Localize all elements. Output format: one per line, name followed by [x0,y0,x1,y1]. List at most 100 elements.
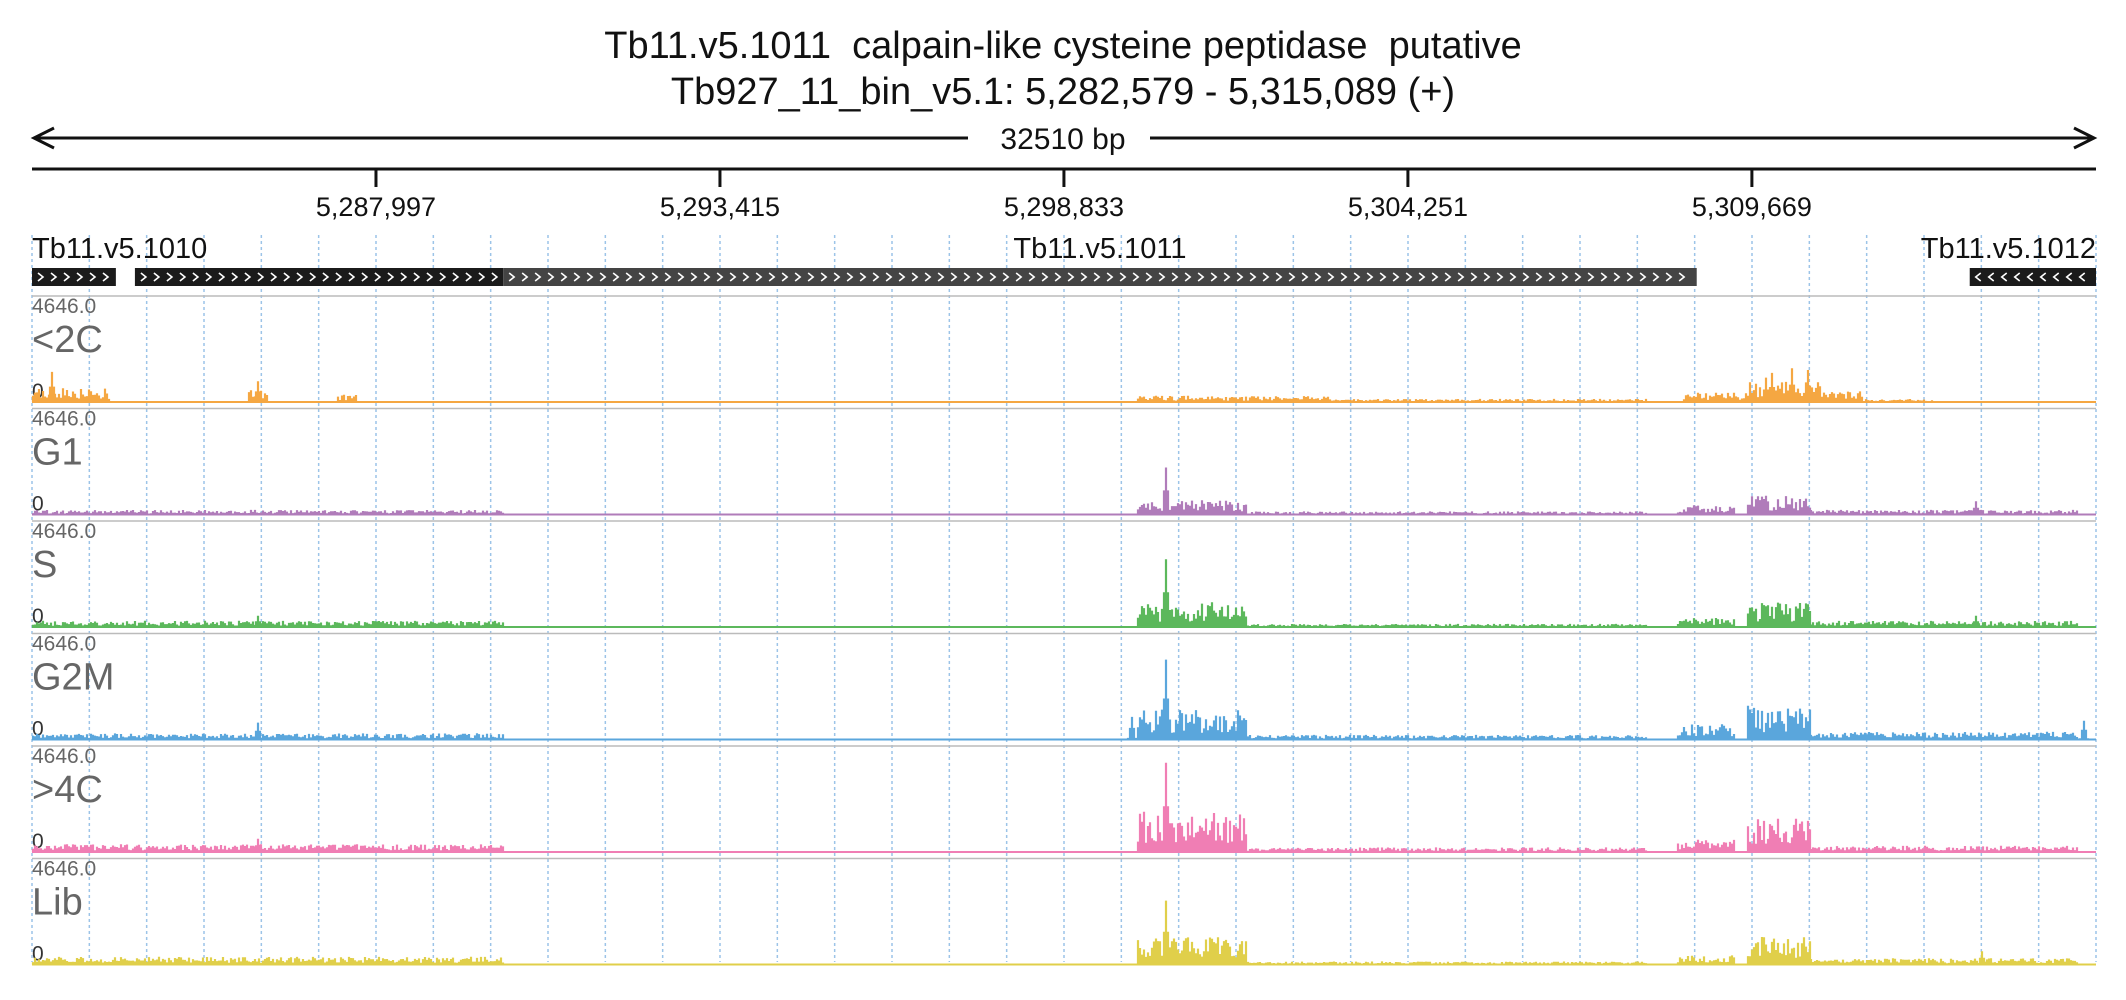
strand-chevron [898,272,906,282]
strand-chevron [807,272,815,282]
strand-chevron [1431,272,1439,282]
strand-chevron [465,272,473,282]
strand-chevron [1340,272,1348,282]
strand-chevron [309,272,317,282]
strand-chevron [1210,272,1218,282]
track-scale-max: 4646.0 [32,633,96,656]
strand-chevron [374,272,382,282]
strand-chevron [560,272,568,282]
strand-chevron [296,272,304,282]
axis-tick-label: 5,304,251 [1348,192,1468,222]
gene-feature-Tb11.v5.1012 [1969,268,2096,286]
strand-chevron [1262,272,1270,282]
strand-chevron [1002,272,1010,282]
strand-chevron [859,272,867,282]
strand-chevron [1574,272,1582,282]
strand-chevron [1171,272,1179,282]
strand-chevron [400,272,408,282]
strand-chevron [781,272,789,282]
strand-chevron [1301,272,1309,282]
strand-chevron [1974,272,1982,282]
strand-chevron [612,272,620,282]
strand-chevron [1197,272,1205,282]
strand-chevron [638,272,646,282]
strand-chevron [179,272,187,282]
track-scale-max: 4646.0 [32,295,96,318]
strand-chevron [348,272,356,282]
strand-chevron [1366,272,1374,282]
strand-chevron [1288,272,1296,282]
strand-chevron [1223,272,1231,282]
strand-chevron [1561,272,1569,282]
strand-chevron [1444,272,1452,282]
strand-chevron [651,272,659,282]
gene-label: Tb11.v5.1012 [1921,233,2096,265]
strand-chevron [742,272,750,282]
strand-chevron [729,272,737,282]
strand-chevron [1015,272,1023,282]
axis-tick-label: 5,293,415 [660,192,780,222]
axis-tick-label: 5,298,833 [1004,192,1124,222]
strand-chevron [89,272,97,282]
strand-chevron [820,272,828,282]
strand-chevron [1145,272,1153,282]
gene-feature-Tb11.v5.1010 [134,268,504,286]
gene-feature-Tb11.v5.1010 [32,268,116,286]
strand-chevron [547,272,555,282]
strand-chevron [690,272,698,282]
strand-chevron [1392,272,1400,282]
strand-chevron [1548,272,1556,282]
strand-chevron [439,272,447,282]
track-scale-max: 4646.0 [32,745,96,768]
strand-chevron [573,272,581,282]
strand-chevron [768,272,776,282]
track-scale-max: 4646.0 [32,858,96,881]
track-scale-min: 0 [32,718,44,741]
strand-chevron [140,272,148,282]
track-scale-min: 0 [32,380,44,403]
track-scale-min: 0 [32,830,44,853]
strand-chevron [244,272,252,282]
strand-chevron [335,272,343,282]
strand-chevron [703,272,711,282]
coverage-track-<2C: 4646.0 0 <2C [31,295,2096,403]
strand-chevron [270,272,278,282]
strand-chevron [491,272,499,282]
strand-chevron [322,272,330,282]
strand-chevron [231,272,239,282]
strand-chevron [1418,272,1426,282]
position-axis: 5,287,997 5,293,415 5,298,833 5,304,251 5,30… [32,167,2096,222]
coverage-track-G1: 4646.0 0 G1 [31,408,2096,516]
track-scale-max: 4646.0 [32,520,96,543]
strand-chevron [1483,272,1491,282]
strand-chevron [586,272,594,282]
strand-chevron [2052,272,2060,282]
axis-tick-label: 5,309,669 [1692,192,1812,222]
coverage-track-S: 4646.0 0 S [31,520,2096,628]
span-arrow-right [2073,126,2098,150]
strand-chevron [1353,272,1361,282]
strand-chevron [1106,272,1114,282]
strand-chevron [794,272,802,282]
strand-chevron [599,272,607,282]
chart-subtitle: Tb927_11_bin_v5.1: 5,282,579 - 5,315,089… [670,71,1456,113]
strand-chevron [1587,272,1595,282]
strand-chevron [1314,272,1322,282]
strand-chevron [2000,272,2008,282]
strand-chevron [1080,272,1088,282]
strand-chevron [625,272,633,282]
coverage-signal [31,659,2090,740]
gene-label: Tb11.v5.1010 [32,233,207,265]
coverage-tracks: 4646.00<2C4646.00G14646.00S4646.00G2M464… [31,295,2096,966]
strand-chevron [1249,272,1257,282]
strand-chevron [755,272,763,282]
strand-chevron [508,272,516,282]
strand-chevron [833,272,841,282]
gene-annotation-track: Tb11.v5.1010 Tb11.v5.1011 Tb11.v5.1012 [32,233,2096,286]
strand-chevron [1132,272,1140,282]
strand-chevron [50,272,58,282]
strand-chevron [1613,272,1621,282]
strand-chevron [413,272,421,282]
strand-chevron [1665,272,1673,282]
coverage-track->4C: 4646.0 0 >4C [31,745,2096,853]
